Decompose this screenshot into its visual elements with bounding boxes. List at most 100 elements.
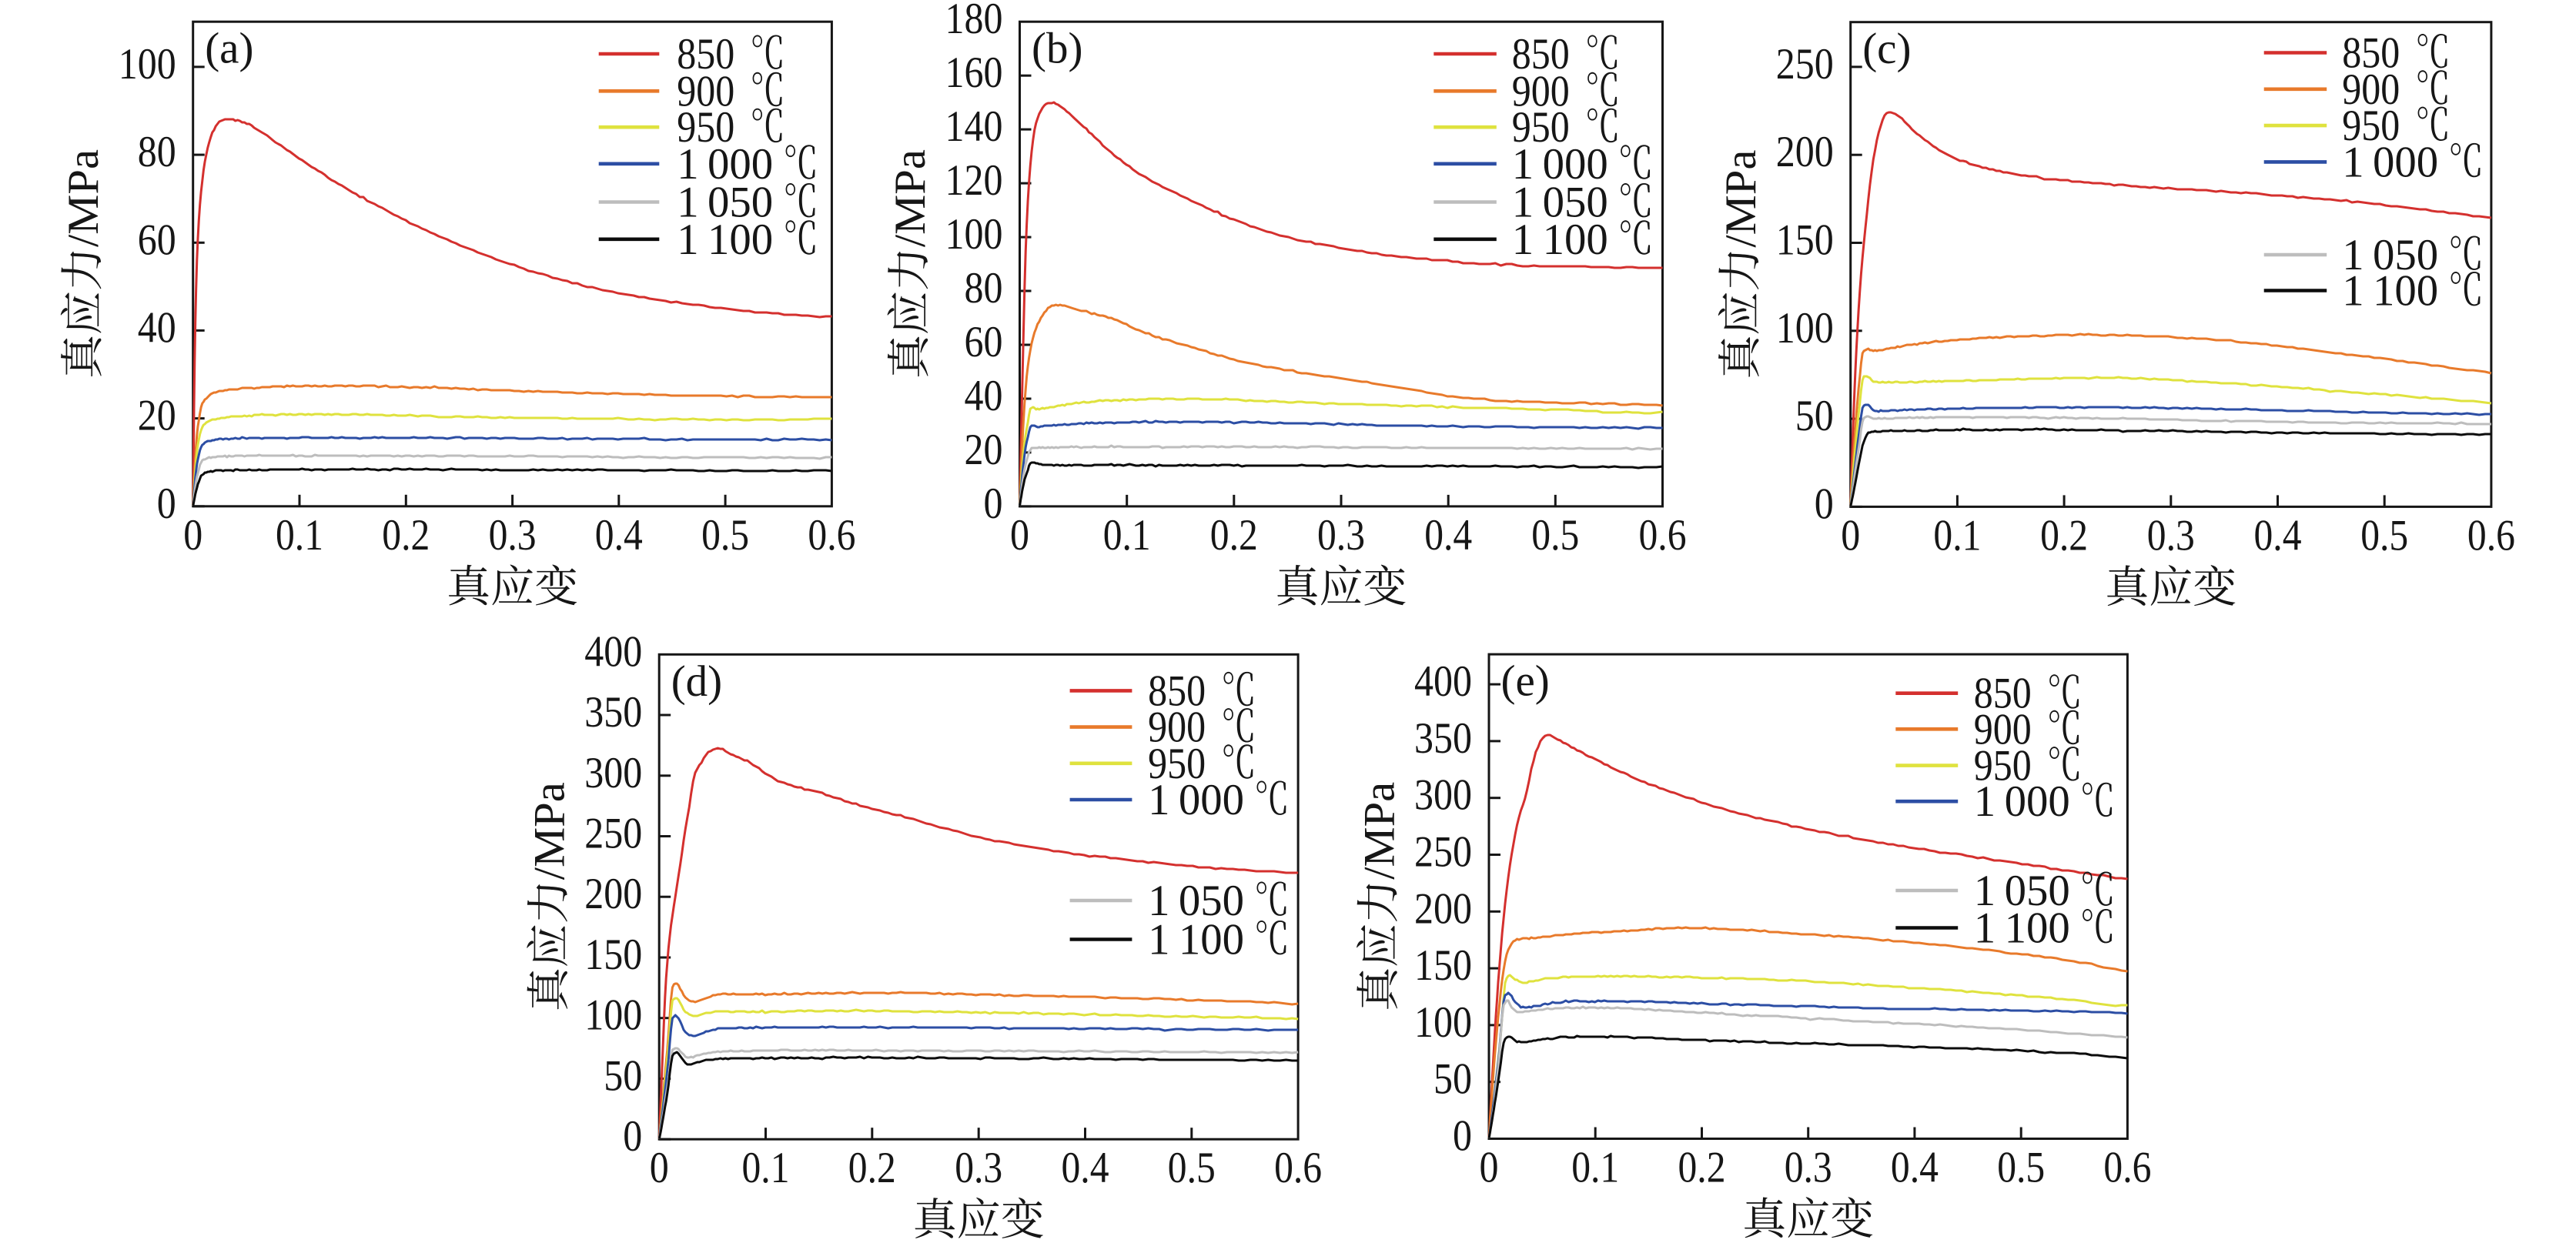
svg-text:0.5: 0.5	[701, 511, 749, 560]
svg-text:1 050: 1 050	[677, 179, 773, 227]
svg-text:950: 950	[2342, 102, 2400, 150]
svg-text:0.2: 0.2	[1678, 1144, 1726, 1192]
svg-text:0: 0	[650, 1144, 669, 1192]
svg-text:0.1: 0.1	[1103, 511, 1151, 560]
svg-text:950: 950	[677, 103, 734, 152]
svg-text:0.4: 0.4	[1062, 1144, 1109, 1192]
svg-text:80: 80	[138, 128, 176, 176]
svg-text:250: 250	[584, 810, 642, 858]
svg-text:1 100: 1 100	[1148, 916, 1244, 964]
svg-text:60: 60	[138, 216, 176, 264]
svg-text:/MPa: /MPa	[59, 149, 108, 247]
svg-text:0.4: 0.4	[2254, 511, 2302, 560]
svg-text:250: 250	[1414, 828, 1472, 877]
svg-text:20: 20	[138, 392, 176, 440]
svg-text:0.2: 0.2	[1210, 511, 1258, 560]
svg-text:1 000: 1 000	[677, 140, 773, 189]
svg-text:300: 300	[584, 749, 642, 797]
svg-text:1 050: 1 050	[1974, 867, 2070, 915]
svg-text:0.2: 0.2	[382, 511, 430, 560]
svg-text:(d): (d)	[671, 657, 722, 706]
svg-text:50: 50	[1795, 392, 1834, 440]
svg-text:900: 900	[1974, 705, 2032, 753]
svg-text:350: 350	[1414, 714, 1472, 763]
svg-text:0.2: 0.2	[2040, 511, 2088, 560]
svg-text:950: 950	[1974, 742, 2032, 790]
svg-text:850: 850	[2342, 29, 2400, 78]
svg-text:/MPa: /MPa	[886, 149, 935, 247]
svg-text:40: 40	[138, 303, 176, 352]
svg-text:1 100: 1 100	[2342, 267, 2438, 316]
svg-text:100: 100	[119, 40, 176, 89]
svg-text:0.5: 0.5	[2360, 511, 2408, 560]
svg-text:0: 0	[623, 1112, 642, 1161]
svg-text:0.6: 0.6	[2103, 1144, 2151, 1192]
svg-text:50: 50	[1434, 1055, 1472, 1104]
svg-text:1 000: 1 000	[2342, 138, 2438, 186]
svg-text:950: 950	[1148, 740, 1206, 788]
svg-text:1 000: 1 000	[1974, 777, 2070, 826]
svg-text:0.3: 0.3	[1785, 1144, 1832, 1192]
svg-text:900: 900	[1148, 703, 1206, 752]
svg-text:150: 150	[1414, 941, 1472, 990]
svg-text:900: 900	[677, 67, 734, 115]
svg-text:0: 0	[1010, 511, 1029, 560]
svg-text:850: 850	[677, 30, 734, 79]
svg-text:300: 300	[1414, 771, 1472, 820]
svg-text:0: 0	[157, 479, 176, 528]
svg-text:950: 950	[1512, 103, 1570, 152]
svg-text:0.3: 0.3	[1317, 511, 1365, 560]
svg-text:0.1: 0.1	[276, 511, 323, 560]
svg-text:250: 250	[1776, 40, 1834, 89]
svg-text:150: 150	[1776, 216, 1834, 265]
svg-text:0.6: 0.6	[2467, 511, 2515, 560]
svg-text:100: 100	[1414, 998, 1472, 1047]
svg-text:850: 850	[1148, 667, 1206, 715]
svg-text:1 100: 1 100	[677, 216, 773, 264]
svg-text:0.1: 0.1	[1933, 511, 1981, 560]
svg-text:1 050: 1 050	[1512, 179, 1608, 227]
svg-text:(b): (b)	[1032, 25, 1082, 73]
svg-text:20: 20	[965, 426, 1003, 474]
svg-text:150: 150	[584, 931, 642, 979]
svg-text:100: 100	[584, 991, 642, 1040]
svg-text:850: 850	[1512, 30, 1570, 79]
svg-text:50: 50	[604, 1052, 642, 1101]
svg-text:0: 0	[1815, 479, 1834, 528]
svg-text:0.5: 0.5	[1168, 1144, 1216, 1192]
svg-text:1 100: 1 100	[1512, 216, 1608, 264]
svg-text:0: 0	[1841, 511, 1860, 560]
svg-text:/MPa: /MPa	[1355, 782, 1403, 880]
svg-text:0.5: 0.5	[1997, 1144, 2045, 1192]
svg-text:0.6: 0.6	[808, 511, 855, 560]
svg-text:160: 160	[945, 48, 1003, 97]
svg-text:1 050: 1 050	[1148, 877, 1244, 925]
svg-text:140: 140	[945, 102, 1003, 151]
svg-text:0.2: 0.2	[848, 1144, 896, 1192]
svg-text:0.4: 0.4	[595, 511, 643, 560]
svg-text:900: 900	[1512, 67, 1570, 115]
svg-text:0.6: 0.6	[1274, 1144, 1322, 1192]
svg-text:400: 400	[584, 627, 642, 676]
svg-text:200: 200	[584, 870, 642, 918]
svg-text:900: 900	[2342, 65, 2400, 114]
svg-text:/MPa: /MPa	[526, 782, 574, 880]
svg-text:60: 60	[965, 318, 1003, 366]
svg-text:0.4: 0.4	[1424, 511, 1472, 560]
svg-text:(e): (e)	[1501, 657, 1550, 706]
svg-text:0: 0	[1480, 1144, 1499, 1192]
svg-text:/MPa: /MPa	[1717, 150, 1765, 248]
svg-text:40: 40	[965, 372, 1003, 420]
svg-text:180: 180	[945, 0, 1003, 43]
svg-text:0: 0	[183, 511, 202, 560]
svg-text:0.3: 0.3	[955, 1144, 1002, 1192]
svg-text:(a): (a)	[205, 25, 253, 73]
svg-text:0.5: 0.5	[1531, 511, 1579, 560]
svg-text:1 000: 1 000	[1148, 776, 1244, 824]
svg-text:0: 0	[1453, 1112, 1472, 1161]
svg-text:0.6: 0.6	[1639, 511, 1687, 560]
svg-text:1 000: 1 000	[1512, 140, 1608, 189]
svg-text:0.3: 0.3	[2147, 511, 2195, 560]
svg-text:1 100: 1 100	[1974, 904, 2070, 953]
svg-text:200: 200	[1414, 884, 1472, 933]
